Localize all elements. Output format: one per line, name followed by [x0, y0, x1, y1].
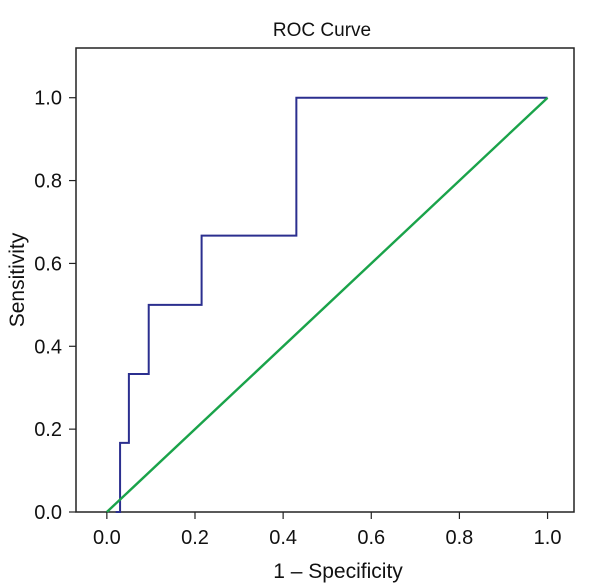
- y-tick-label: 0.6: [34, 253, 62, 275]
- y-tick-label: 0.4: [34, 336, 62, 358]
- chart-title: ROC Curve: [273, 20, 371, 41]
- series-layer: [106, 96, 549, 513]
- y-tick-label: 0.8: [34, 171, 62, 193]
- x-tick-label: 1.0: [534, 527, 562, 549]
- x-axis-ticks: 0.0 0.2 0.4 0.6 0.8 1.0: [93, 512, 562, 549]
- y-axis-ticks: 0.0 0.2 0.4 0.6 0.8 1.0: [34, 88, 76, 524]
- y-tick-label: 1.0: [34, 88, 62, 110]
- roc-curve-line: [115, 96, 548, 513]
- plot-area: 0.0 0.2 0.4 0.6 0.8 1.0 0.0 0.2 0.4 0.6 0.8 1.0: [34, 47, 575, 549]
- x-tick-label: 0.6: [357, 527, 385, 549]
- x-axis-label: 1 – Specificity: [273, 560, 403, 583]
- x-tick-label: 0.8: [446, 527, 474, 549]
- x-tick-label: 0.2: [181, 527, 209, 549]
- y-tick-label: 0.0: [34, 502, 62, 524]
- y-tick-label: 0.2: [34, 419, 62, 441]
- y-axis-label: Sensitivity: [6, 232, 29, 327]
- reference-diagonal-line: [106, 96, 549, 513]
- plot-frame: [75, 47, 575, 513]
- x-tick-label: 0.4: [269, 527, 297, 549]
- x-tick-label: 0.0: [93, 527, 121, 549]
